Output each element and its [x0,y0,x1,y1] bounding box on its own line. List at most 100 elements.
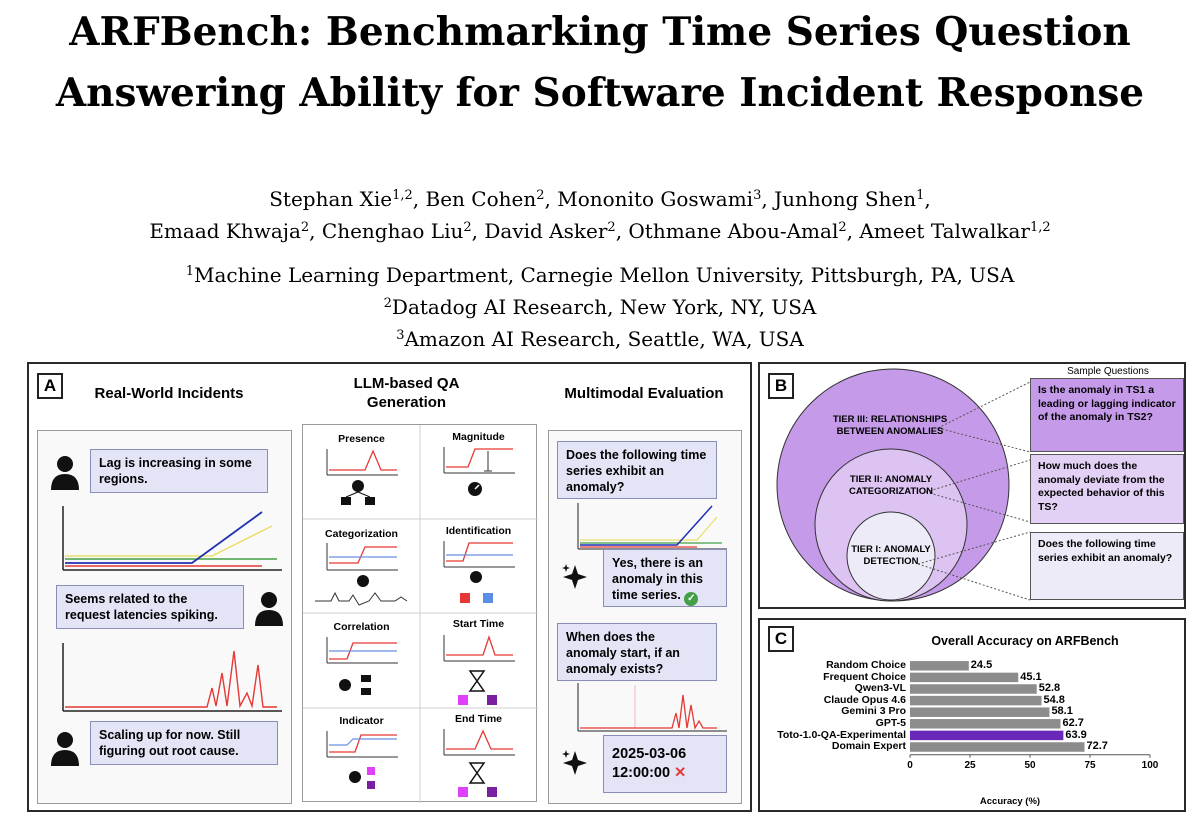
bar-value-label: 72.7 [1086,740,1108,753]
paper-title-line-2: Answering Ability for Software Incident … [55,70,1145,116]
chart-title: Overall Accuracy on ARFBench [931,634,1119,648]
author-name: David Asker [484,219,608,243]
sample-question-2: How much does the anomaly deviate from t… [1030,454,1184,524]
panel-c-letter: C [768,626,794,652]
author-separator: , [761,187,775,211]
bar-value-label: 54.8 [1043,693,1065,706]
panel-b: B TIER III: RELATIONSHIPS BETWEEN ANOMAL… [758,362,1186,609]
x-tick-label: 0 [907,759,913,771]
author-affiliation-sup: 2 [607,220,616,235]
author-separator: , [412,187,426,211]
author-name: Chenghao Liu [321,219,464,243]
incident-message-2: Seems related to the request latencies s… [56,585,244,629]
bar [910,672,1019,683]
qa-cell-start-time: Start Time [452,618,505,630]
qa-cell-indicator: Indicator [339,715,384,727]
author-name: Mononito Goswami [557,187,754,211]
author-separator: , [615,219,629,243]
affiliation-3: 3Amazon AI Research, Seattle, WA, USA [396,327,804,351]
x-axis-label: Accuracy (%) [979,796,1041,807]
sample-question-3: Is the anomaly in TS1 a leading or laggi… [1030,378,1184,452]
cross-icon: ✕ [674,765,687,781]
author-name: Stephan Xie [269,187,393,211]
author-affiliation-sup: 1,2 [392,188,413,203]
col-qa-generation-header: LLM-based QA Generation [353,375,460,411]
authors-line-2: Emaad Khwaja2, Chenghao Liu2, David Aske… [0,218,1200,244]
person-icon [51,456,79,490]
qa-cell-presence: Presence [338,433,385,445]
panel-b-letter: B [768,373,794,399]
eval-answer-2: 2025-03-06 12:00:00 ✕ [603,735,727,793]
sparkle-icon [562,564,587,589]
bar-value-label: 24.5 [970,659,993,671]
x-tick-label: 75 [1084,759,1096,771]
qa-cell-magnitude: Magnitude [452,431,505,443]
paper-title-line-1: ARFBench: Benchmarking Time Series Quest… [69,9,1131,55]
accuracy-bar-chart: Random Choice 24.5 Frequent Choice 45.1 Qwen… [760,620,1188,814]
person-icon [255,592,283,626]
author-name: Ameet Talwalkar [859,219,1030,243]
author-separator: , [544,187,558,211]
qa-cell-correlation: Correlation [333,621,390,633]
bar [910,684,1037,694]
eval-chart-1 [577,503,727,550]
evaluation-column: Does the following time series exhibit a… [548,430,742,804]
bar-value-label: 58.1 [1051,705,1073,718]
author-affiliation-sup: 2 [838,220,847,235]
bar-category-label: Domain Expert [831,740,906,753]
affiliation-1: 1Machine Learning Department, Carnegie M… [185,263,1015,287]
qa-cell-illustrations [315,447,515,797]
qa-grid-lines [303,425,538,803]
sample-question-1: Does the following time series exhibit a… [1030,532,1184,600]
author-name: Othmane Abou-Amal [628,219,839,243]
bar-value-label: 63.9 [1065,728,1087,741]
person-icon [51,732,79,766]
bar-value-label: 62.7 [1062,717,1084,729]
bar-value-label: 45.1 [1020,670,1042,683]
author-affiliation-sup: 2 [536,188,545,203]
bar [910,719,1061,729]
eval-chart-2 [577,683,727,732]
qa-cell-identification: Identification [445,525,512,537]
author-separator: , [924,187,931,211]
x-tick-label: 25 [964,759,976,771]
incident-chart-1 [62,506,282,571]
author-affiliation-sup: 3 [753,188,762,203]
bar-category-label: Random Choice [826,659,906,671]
qa-cell-categorization: Categorization [325,528,398,540]
tier-diagram [776,368,1031,602]
panel-a: A Real-World Incidents LLM-based QA Gene… [27,362,752,812]
bar-category-label: Claude Opus 4.6 [823,693,906,706]
col-multimodal-header: Multimodal Evaluation [564,385,724,402]
tier-1-label: TIER I: ANOMALY DETECTION [851,544,931,567]
author-name: Ben Cohen [425,187,537,211]
incident-message-1: Lag is increasing in some regions. [90,449,268,493]
author-affiliation-sup: 2 [463,220,472,235]
author-separator: , [471,219,485,243]
bar-category-label: Toto-1.0-QA-Experimental [777,728,906,741]
bar [910,730,1064,741]
bar [910,661,969,671]
bar [910,742,1085,752]
author-affiliation-sup: 1 [916,188,925,203]
incident-chart-2 [62,643,282,712]
bar-category-label: GPT-5 [875,717,906,729]
panel-a-letter: A [37,373,63,399]
x-tick-label: 100 [1141,759,1159,771]
col-real-world-header: Real-World Incidents [94,385,244,402]
check-icon: ✓ [684,592,699,606]
bar [910,695,1042,706]
bar-chart-svg [909,661,1151,758]
incident-message-3: Scaling up for now. Still figuring out r… [90,721,278,765]
bar-value-label: 52.8 [1038,682,1061,695]
bar [910,707,1050,717]
sparkle-icon [562,750,587,775]
qa-generation-grid: Presence Magnitude Categorization Identi… [302,424,538,803]
eval-question-2: When does the anomaly start, if an anoma… [557,623,717,681]
bar-category-label: Frequent Choice [823,670,906,683]
author-name: Junhong Shen [774,187,917,211]
author-affiliation-sup: 1,2 [1029,220,1051,235]
incidents-column: Lag is increasing in some regions. Seems… [37,430,292,804]
panel-c: C Overall Accuracy on ARFBench Random Ch… [758,618,1186,812]
author-separator: , [846,219,860,243]
